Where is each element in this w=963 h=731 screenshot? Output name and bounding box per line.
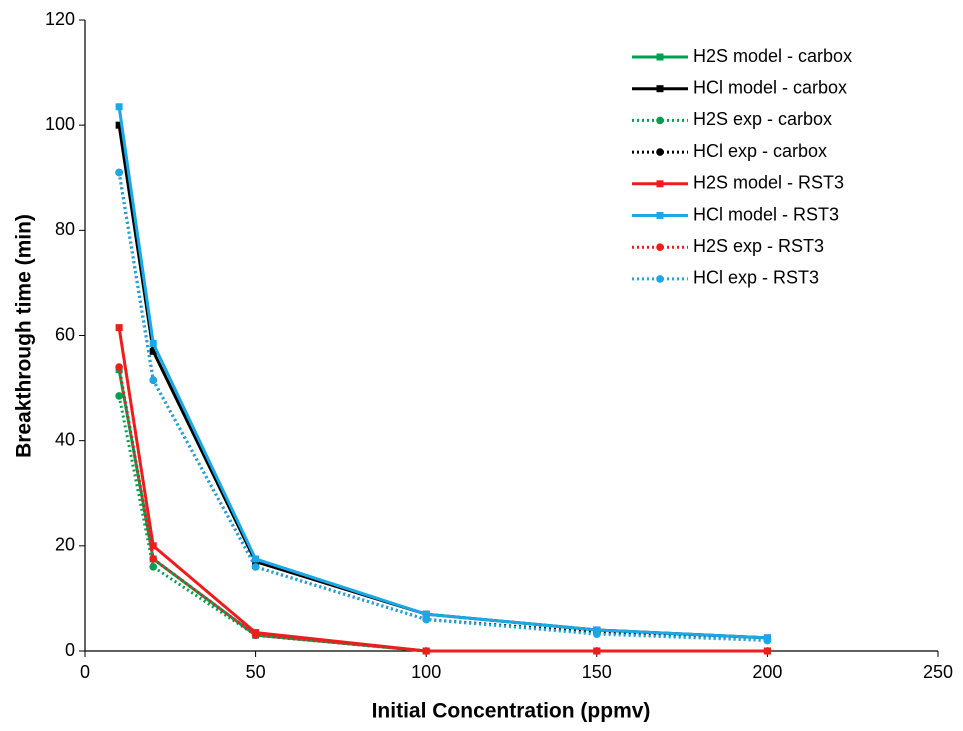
data-point bbox=[115, 168, 123, 177]
x-axis-title: Initial Concentration (ppmv) bbox=[372, 700, 651, 723]
y-tick-label: 40 bbox=[55, 429, 75, 449]
legend-label: H2S exp - RST3 bbox=[693, 236, 824, 256]
legend-marker bbox=[656, 116, 664, 125]
data-point bbox=[115, 324, 123, 332]
data-point bbox=[593, 630, 601, 638]
x-tick-label: 150 bbox=[582, 662, 612, 682]
data-point bbox=[115, 363, 123, 371]
series-line bbox=[117, 395, 768, 653]
y-axis-title: Breakthrough time (min) bbox=[13, 214, 36, 458]
legend-marker bbox=[656, 180, 664, 188]
data-point bbox=[149, 563, 158, 571]
legend-label: HCl exp - carbox bbox=[693, 141, 827, 161]
x-tick-label: 250 bbox=[923, 662, 953, 682]
data-point bbox=[763, 647, 772, 655]
data-point bbox=[149, 376, 158, 384]
legend-label: H2S model - carbox bbox=[693, 46, 852, 66]
legend-marker bbox=[656, 53, 664, 61]
data-point bbox=[593, 626, 601, 634]
legend-marker bbox=[656, 148, 664, 156]
data-point bbox=[422, 610, 430, 618]
legend-label: HCl exp - RST3 bbox=[693, 268, 819, 288]
data-point bbox=[149, 542, 157, 550]
legend-marker bbox=[656, 85, 664, 93]
data-point bbox=[115, 121, 123, 129]
x-tick-label: 200 bbox=[752, 662, 782, 682]
legend-label: H2S exp - carbox bbox=[693, 109, 832, 129]
x-tick-label: 0 bbox=[80, 662, 90, 682]
x-tick-label: 100 bbox=[411, 662, 441, 682]
y-tick-label: 60 bbox=[55, 324, 75, 344]
y-tick-label: 20 bbox=[55, 535, 75, 555]
data-point bbox=[115, 392, 123, 400]
x-tick-label: 50 bbox=[246, 662, 266, 682]
legend-label: HCl model - carbox bbox=[693, 77, 847, 97]
data-point bbox=[251, 563, 260, 571]
data-point bbox=[149, 347, 157, 355]
data-point bbox=[149, 339, 157, 347]
legend-marker bbox=[656, 275, 664, 283]
y-tick-label: 80 bbox=[55, 219, 75, 239]
data-point bbox=[422, 615, 431, 624]
data-point bbox=[422, 647, 431, 655]
series-line bbox=[117, 172, 768, 642]
data-point bbox=[115, 103, 123, 111]
legend-marker bbox=[656, 212, 664, 219]
data-point bbox=[593, 647, 601, 655]
y-tick-label: 0 bbox=[65, 640, 75, 660]
y-tick-label: 120 bbox=[45, 9, 75, 29]
legend-label: HCl model - RST3 bbox=[693, 204, 839, 224]
data-point bbox=[149, 555, 158, 563]
series-line bbox=[117, 106, 768, 640]
series-line bbox=[117, 124, 768, 640]
legend-marker bbox=[656, 243, 664, 251]
legend-label: H2S model - RST3 bbox=[693, 173, 844, 193]
series-line bbox=[117, 327, 768, 653]
y-tick-label: 100 bbox=[45, 114, 75, 134]
data-point bbox=[763, 636, 772, 645]
series-line bbox=[117, 366, 768, 653]
data-point bbox=[251, 631, 260, 640]
data-point bbox=[252, 555, 260, 563]
series-line bbox=[117, 172, 768, 642]
